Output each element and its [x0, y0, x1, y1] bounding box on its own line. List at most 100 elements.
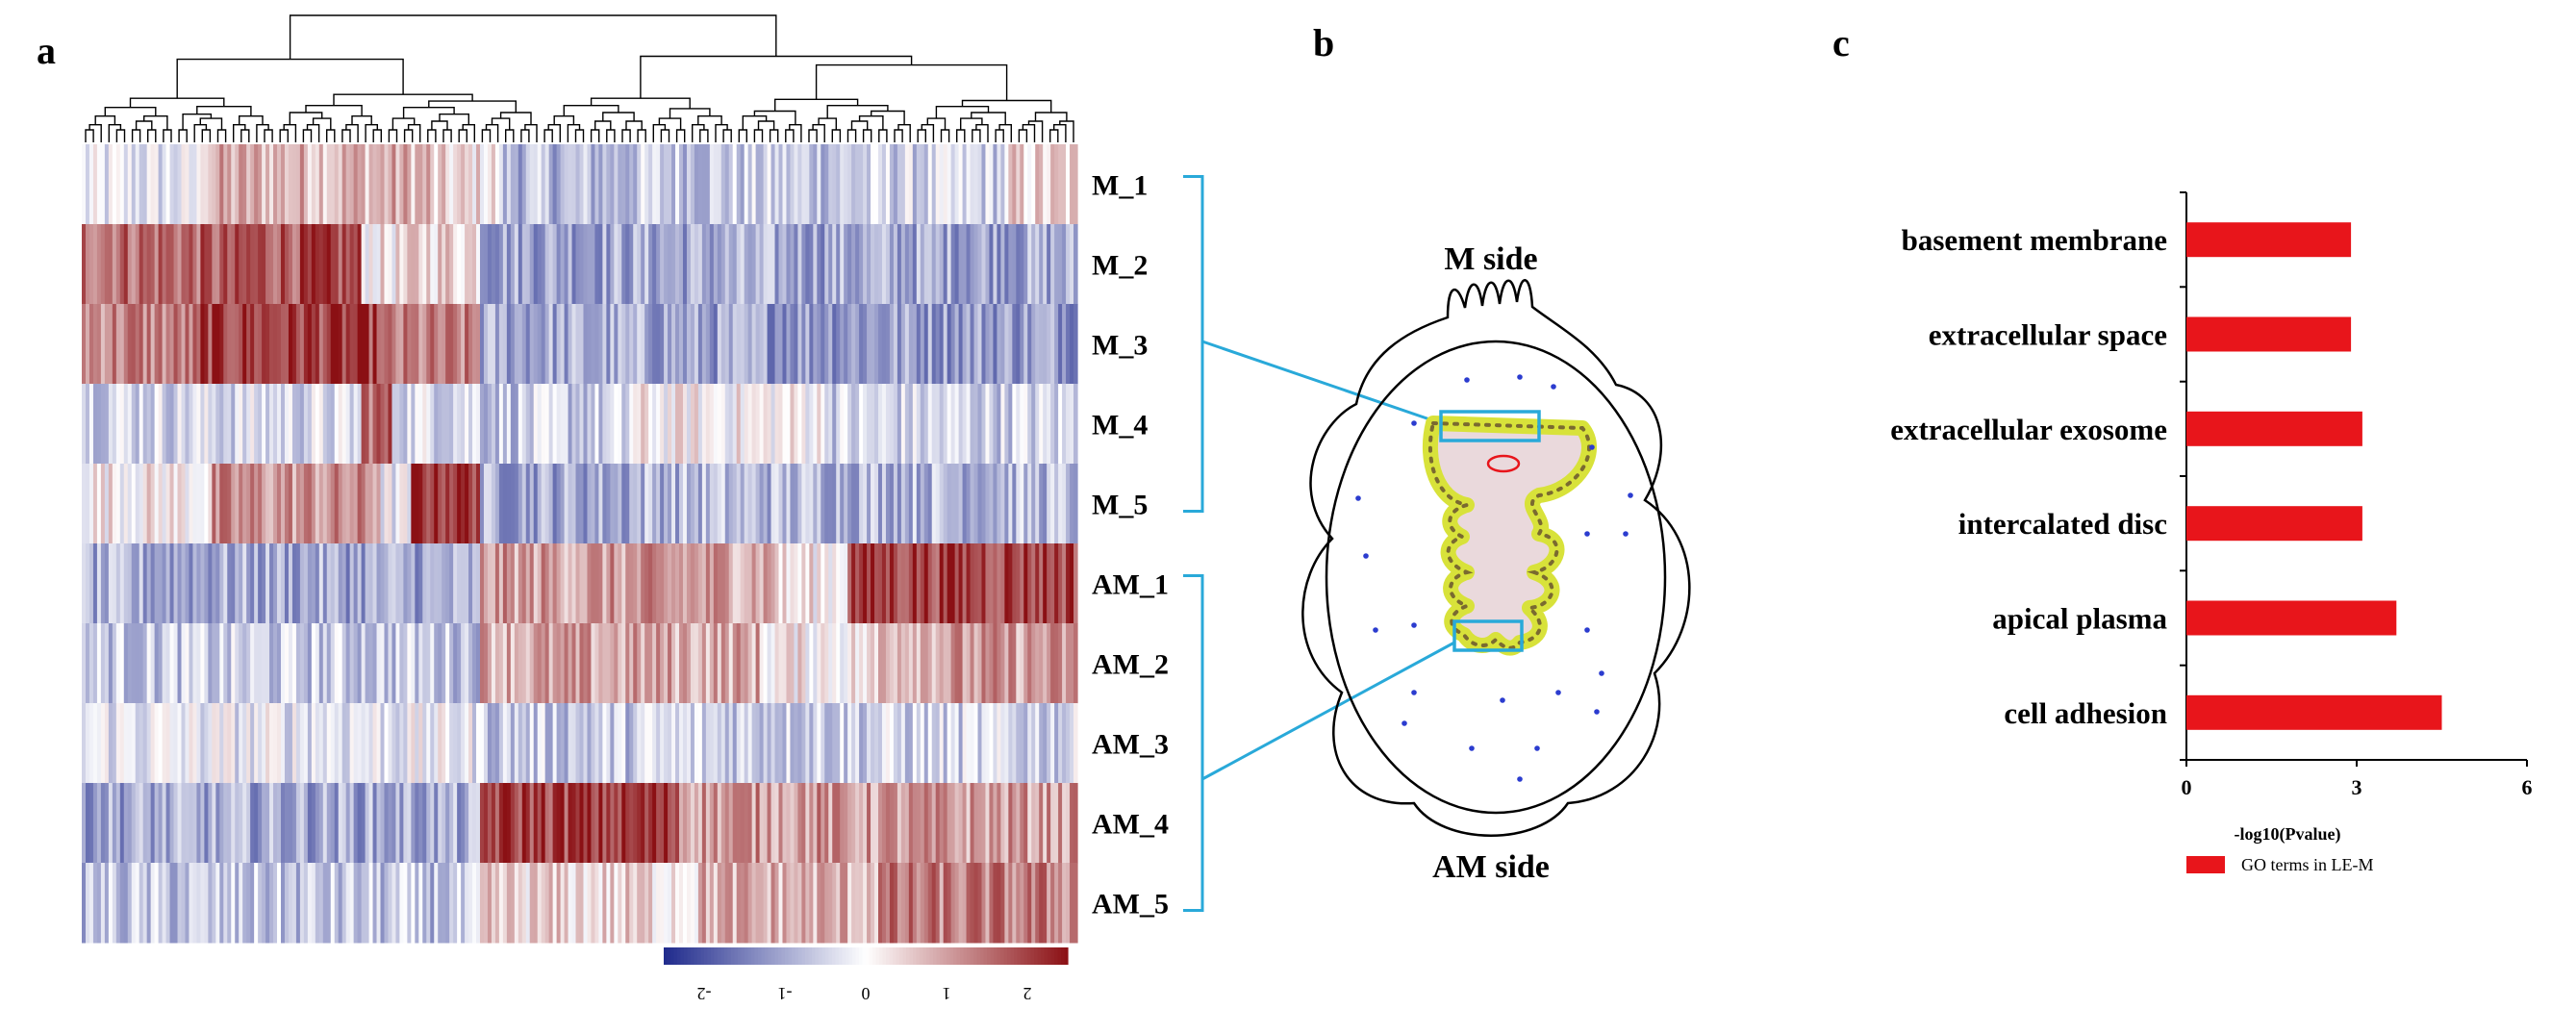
heatmap-cell	[246, 144, 251, 225]
heatmap-cell	[246, 623, 251, 704]
heatmap-cell	[368, 304, 374, 385]
heatmap-cell	[751, 304, 757, 385]
heatmap-cell	[380, 783, 386, 864]
heatmap-cell	[759, 224, 765, 305]
heatmap-cell	[112, 783, 117, 864]
colorbar-segment	[821, 947, 826, 965]
heatmap-cell	[115, 144, 121, 225]
heatmap-cell	[989, 224, 995, 305]
heatmap-cell	[618, 384, 622, 465]
heatmap-cell	[326, 703, 332, 784]
heatmap-cell	[767, 304, 772, 385]
heatmap-cell	[1058, 384, 1063, 465]
heatmap-cell	[847, 783, 852, 864]
heatmap-cell	[943, 863, 948, 944]
heatmap-cell	[345, 224, 351, 305]
embryo-shape	[1486, 454, 1521, 473]
colorbar-segment	[673, 947, 678, 965]
heatmap-cell	[1050, 783, 1055, 864]
heatmap-cell	[889, 224, 895, 305]
heatmap-cell	[345, 144, 351, 225]
heatmap-cell	[1035, 783, 1040, 864]
heatmap-cell	[196, 543, 201, 624]
heatmap-cell	[330, 783, 336, 864]
heatmap-cell	[521, 304, 527, 385]
heatmap-cell	[594, 144, 599, 225]
heatmap-cell	[939, 623, 945, 704]
heatmap-cell	[618, 304, 622, 385]
heatmap-cell	[594, 224, 599, 305]
x-tick-label: 6	[2522, 775, 2533, 799]
heatmap-cell	[426, 224, 431, 305]
heatmap-cell	[633, 384, 638, 465]
connector-am-line	[1201, 641, 1455, 781]
heatmap-cell	[96, 144, 102, 225]
heatmap-cell	[675, 623, 680, 704]
heatmap-cell	[629, 783, 634, 864]
schematic-dot	[1599, 670, 1604, 676]
dendrogram-branch	[715, 124, 728, 142]
heatmap-cell	[192, 783, 198, 864]
heatmap-cell	[430, 224, 435, 305]
heatmap-cell	[438, 384, 442, 465]
heatmap-cell	[483, 623, 489, 704]
heatmap-cell	[445, 863, 450, 944]
heatmap-cell	[281, 783, 286, 864]
heatmap-cell	[418, 304, 423, 385]
heatmap-cell	[874, 623, 879, 704]
heatmap-cell	[453, 304, 458, 385]
heatmap-cell	[104, 144, 110, 225]
heatmap-cell	[821, 224, 825, 305]
heatmap-cell	[1070, 304, 1074, 385]
heatmap-cell	[162, 304, 167, 385]
heatmap-cell	[239, 703, 243, 784]
heatmap-cell	[273, 783, 278, 864]
colorbar-segment	[899, 947, 904, 965]
heatmap-cell	[782, 623, 788, 704]
heatmap-cell	[465, 464, 469, 544]
heatmap-cell	[518, 224, 523, 305]
heatmap-cell	[579, 543, 585, 624]
heatmap-cell	[411, 783, 416, 864]
heatmap-cell	[307, 224, 313, 305]
heatmap-cell	[476, 543, 481, 624]
heatmap-cell	[415, 863, 419, 944]
heatmap-cell	[338, 703, 343, 784]
heatmap-cell	[844, 464, 848, 544]
heatmap-cell	[92, 543, 98, 624]
heatmap-cell	[552, 863, 558, 944]
heatmap-cell	[832, 464, 837, 544]
heatmap-cell	[498, 543, 504, 624]
heatmap-cell	[521, 543, 527, 624]
heatmap-cell	[606, 703, 611, 784]
heatmap-cell	[621, 783, 626, 864]
heatmap-cell	[407, 464, 412, 544]
heatmap-cell	[341, 144, 347, 225]
heatmap-cell	[900, 623, 906, 704]
heatmap-cell	[177, 464, 183, 544]
bar-chart-bars	[2186, 222, 2442, 730]
heatmap-cell	[923, 703, 929, 784]
heatmap-cell	[1073, 623, 1078, 704]
heatmap-cell	[675, 384, 680, 465]
heatmap-cell	[185, 623, 190, 704]
heatmap-cell	[652, 384, 657, 465]
heatmap-cell	[656, 543, 661, 624]
colorbar-segment	[855, 947, 860, 965]
heatmap-cell	[709, 783, 715, 864]
heatmap-cell	[656, 703, 661, 784]
heatmap-cell	[794, 304, 798, 385]
heatmap-cell	[686, 783, 692, 864]
heatmap-cell	[836, 783, 841, 864]
colorbar-segment	[1061, 947, 1066, 965]
colorbar-segment	[875, 947, 880, 965]
heatmap-cell	[185, 543, 190, 624]
dendrogram-branch	[462, 124, 475, 142]
heatmap-cell	[372, 783, 378, 864]
heatmap-cell	[1031, 464, 1036, 544]
heatmap-cell	[568, 623, 573, 704]
heatmap-cell	[728, 304, 734, 385]
heatmap-cell	[774, 543, 780, 624]
heatmap-cell	[281, 543, 286, 624]
heatmap-cell	[675, 304, 680, 385]
